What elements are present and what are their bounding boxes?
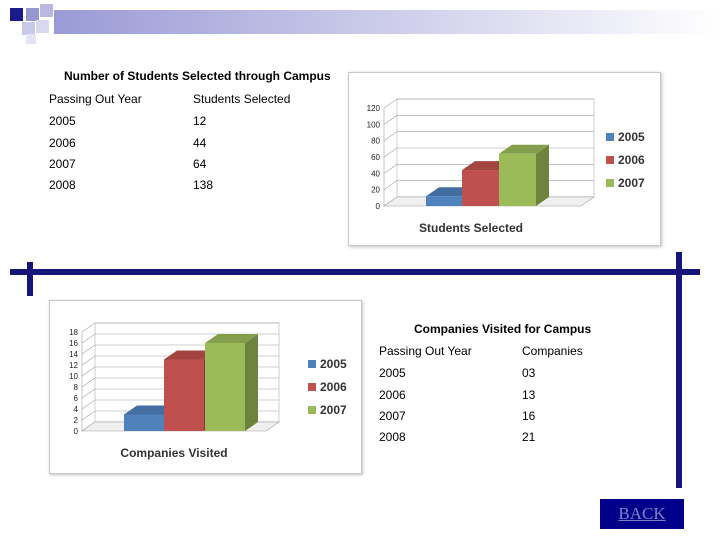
table2-cell: 03 [522,366,536,380]
back-button[interactable]: BACK [600,499,684,529]
table1-header-students: Students Selected [193,92,291,106]
table1-cell: 138 [193,178,214,192]
companies-chart-frame: 0 2 4 6 8 10 12 14 16 18 2005 2006 2007 Companies Vis… [49,300,362,474]
table2-header-companies: Companies [522,344,583,358]
table1-cell: 2005 [49,114,76,128]
divider-horizontal [10,269,700,275]
legend-label: 2006 [618,153,645,167]
table2-header-year: Passing Out Year [379,344,472,358]
table1-cell: 64 [193,157,207,171]
y-tick-label: 18 [69,328,78,337]
y-tick-label: 2 [74,416,79,425]
gridline [383,115,594,125]
divider-vertical-right [676,252,682,488]
y-tick-label: 14 [69,350,78,359]
y-tick-label: 40 [371,169,380,178]
legend-label: 2005 [618,130,645,144]
legend-swatch [308,383,316,391]
students-chart: 0 20 40 60 80 100 120 2005 2006 2007 Students Sele… [367,98,645,235]
chart-title: Companies Visited [120,446,227,460]
legend-swatch [308,360,316,368]
table2-cell: 21 [522,430,536,444]
table2-cell: 2006 [379,388,406,402]
y-tick-label: 60 [371,153,380,162]
y-tick-label: 20 [371,186,380,195]
legend-swatch [606,156,614,164]
divider-stub-left [27,262,33,296]
y-tick-label: 120 [367,104,381,113]
y-tick-label: 80 [371,137,380,146]
gridline [81,333,279,344]
bar-2007 [205,343,245,431]
gridline [81,322,279,333]
gridline [383,131,594,141]
legend-swatch [606,179,614,187]
legend-label: 2005 [320,357,347,371]
students-chart-frame: 0 20 40 60 80 100 120 2005 2006 2007 Students Sele… [348,72,661,246]
y-tick-label: 6 [74,394,79,403]
table2-cell: 16 [522,409,536,423]
bar-top [499,144,549,154]
gridline [383,98,594,109]
bar-side [536,144,549,206]
legend-label: 2007 [618,176,645,190]
bar-top [124,405,177,415]
table2-cell: 2005 [379,366,406,380]
bar-2007 [499,153,536,206]
table1-title: Number of Students Selected through Camp… [64,69,331,83]
bar-top [205,334,258,343]
table1-cell: 12 [193,114,207,128]
y-tick-label: 100 [367,120,381,129]
legend-swatch [606,133,614,141]
chart-title: Students Selected [419,221,523,235]
table1-header-year: Passing Out Year [49,92,142,106]
banner-graphic [10,4,720,44]
table1-cell: 2006 [49,136,76,150]
bar-2006 [462,170,499,206]
companies-chart: 0 2 4 6 8 10 12 14 16 18 2005 2006 2007 Companies Vis… [69,322,347,460]
legend-swatch [308,406,316,414]
bar-2005 [426,196,463,206]
table2-cell: 13 [522,388,536,402]
table1-cell: 44 [193,136,207,150]
y-tick-label: 0 [74,427,79,436]
table2-cell: 2007 [379,409,406,423]
y-tick-label: 8 [74,383,79,392]
table2-cell: 2008 [379,430,406,444]
header-banner [0,0,720,46]
y-tick-label: 10 [69,372,78,381]
y-tick-label: 12 [69,361,78,370]
table2-title: Companies Visited for Campus [414,322,592,336]
y-tick-label: 16 [69,339,78,348]
bar-top [164,350,217,360]
bar-2005 [124,414,164,431]
bar-2006 [164,359,204,431]
legend-label: 2006 [320,380,347,394]
table1-cell: 2008 [49,178,76,192]
y-tick-label: 0 [376,202,381,211]
table1-cell: 2007 [49,157,76,171]
legend-label: 2007 [320,403,347,417]
bar-side [245,334,258,431]
y-tick-label: 4 [74,405,79,414]
